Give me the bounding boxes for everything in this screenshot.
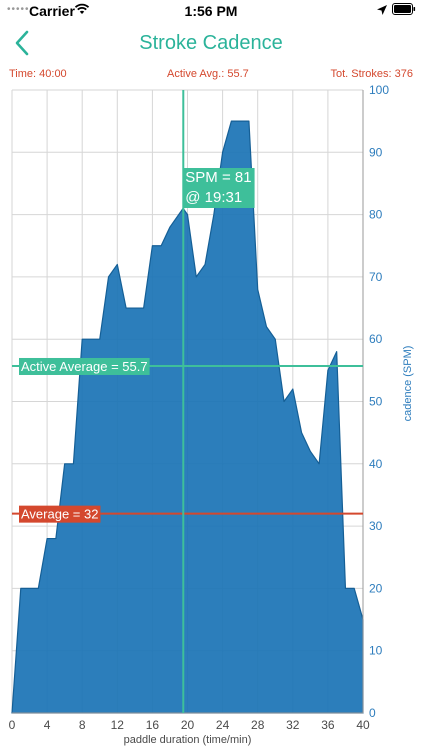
total-strokes-stat: Tot. Strokes: 376	[330, 68, 413, 80]
cadence-chart[interactable]: Active Average = 55.7 Average = 32 SPM = 8…	[0, 84, 422, 750]
y-tick-label: 40	[369, 457, 383, 471]
y-tick-label: 80	[369, 208, 383, 222]
active-average-label-background	[19, 357, 150, 375]
x-tick-label: 28	[251, 718, 265, 732]
x-tick-label: 36	[321, 718, 335, 732]
page-title: Stroke Cadence	[139, 32, 283, 54]
x-axis-title: paddle duration (time/min)	[124, 734, 252, 746]
clock: 1:56 PM	[184, 3, 238, 19]
x-tick-label: 0	[9, 718, 16, 732]
x-tick-label: 16	[146, 718, 160, 732]
wifi-icon	[74, 3, 90, 14]
average-label-background	[19, 505, 101, 523]
y-tick-label: 90	[369, 145, 383, 159]
status-bar: ••••• Carrier 1:56 PM	[0, 0, 422, 22]
location-arrow-icon	[377, 5, 387, 15]
y-tick-label: 70	[369, 270, 383, 284]
signal-dots-icon: •••••	[7, 4, 30, 15]
navigation-bar: Stroke Cadence	[0, 24, 422, 64]
y-tick-label: 60	[369, 332, 383, 346]
time-stat: Time: 40:00	[9, 68, 67, 80]
x-tick-label: 24	[216, 718, 230, 732]
x-tick-label: 20	[181, 718, 195, 732]
x-tick-label: 32	[286, 718, 300, 732]
average-label: Average = 32	[21, 507, 98, 522]
cursor-label-background	[183, 168, 255, 208]
cadence-area-series	[11, 120, 364, 714]
back-button[interactable]	[10, 28, 36, 58]
cursor-label-time: @ 19:31	[185, 189, 242, 206]
x-tick-label: 4	[44, 718, 51, 732]
stats-bar: Time: 40:00 Active Avg.: 55.7 Tot. Strok…	[0, 68, 422, 84]
y-axis-title: cadence (SPM)	[402, 346, 414, 422]
x-tick-label: 40	[356, 718, 370, 732]
y-tick-label: 0	[369, 706, 376, 720]
active-avg-stat: Active Avg.: 55.7	[167, 68, 249, 80]
x-tick-label: 8	[79, 718, 86, 732]
x-tick-label: 12	[111, 718, 125, 732]
y-tick-label: 30	[369, 519, 383, 533]
y-tick-label: 20	[369, 581, 383, 595]
active-average-label: Active Average = 55.7	[21, 359, 148, 374]
battery-icon	[392, 3, 416, 15]
y-tick-label: 10	[369, 644, 383, 658]
cursor-label-spm: SPM = 81	[185, 169, 251, 186]
y-tick-label: 50	[369, 395, 383, 409]
y-tick-label: 100	[369, 84, 389, 97]
carrier-label: Carrier	[29, 3, 75, 19]
